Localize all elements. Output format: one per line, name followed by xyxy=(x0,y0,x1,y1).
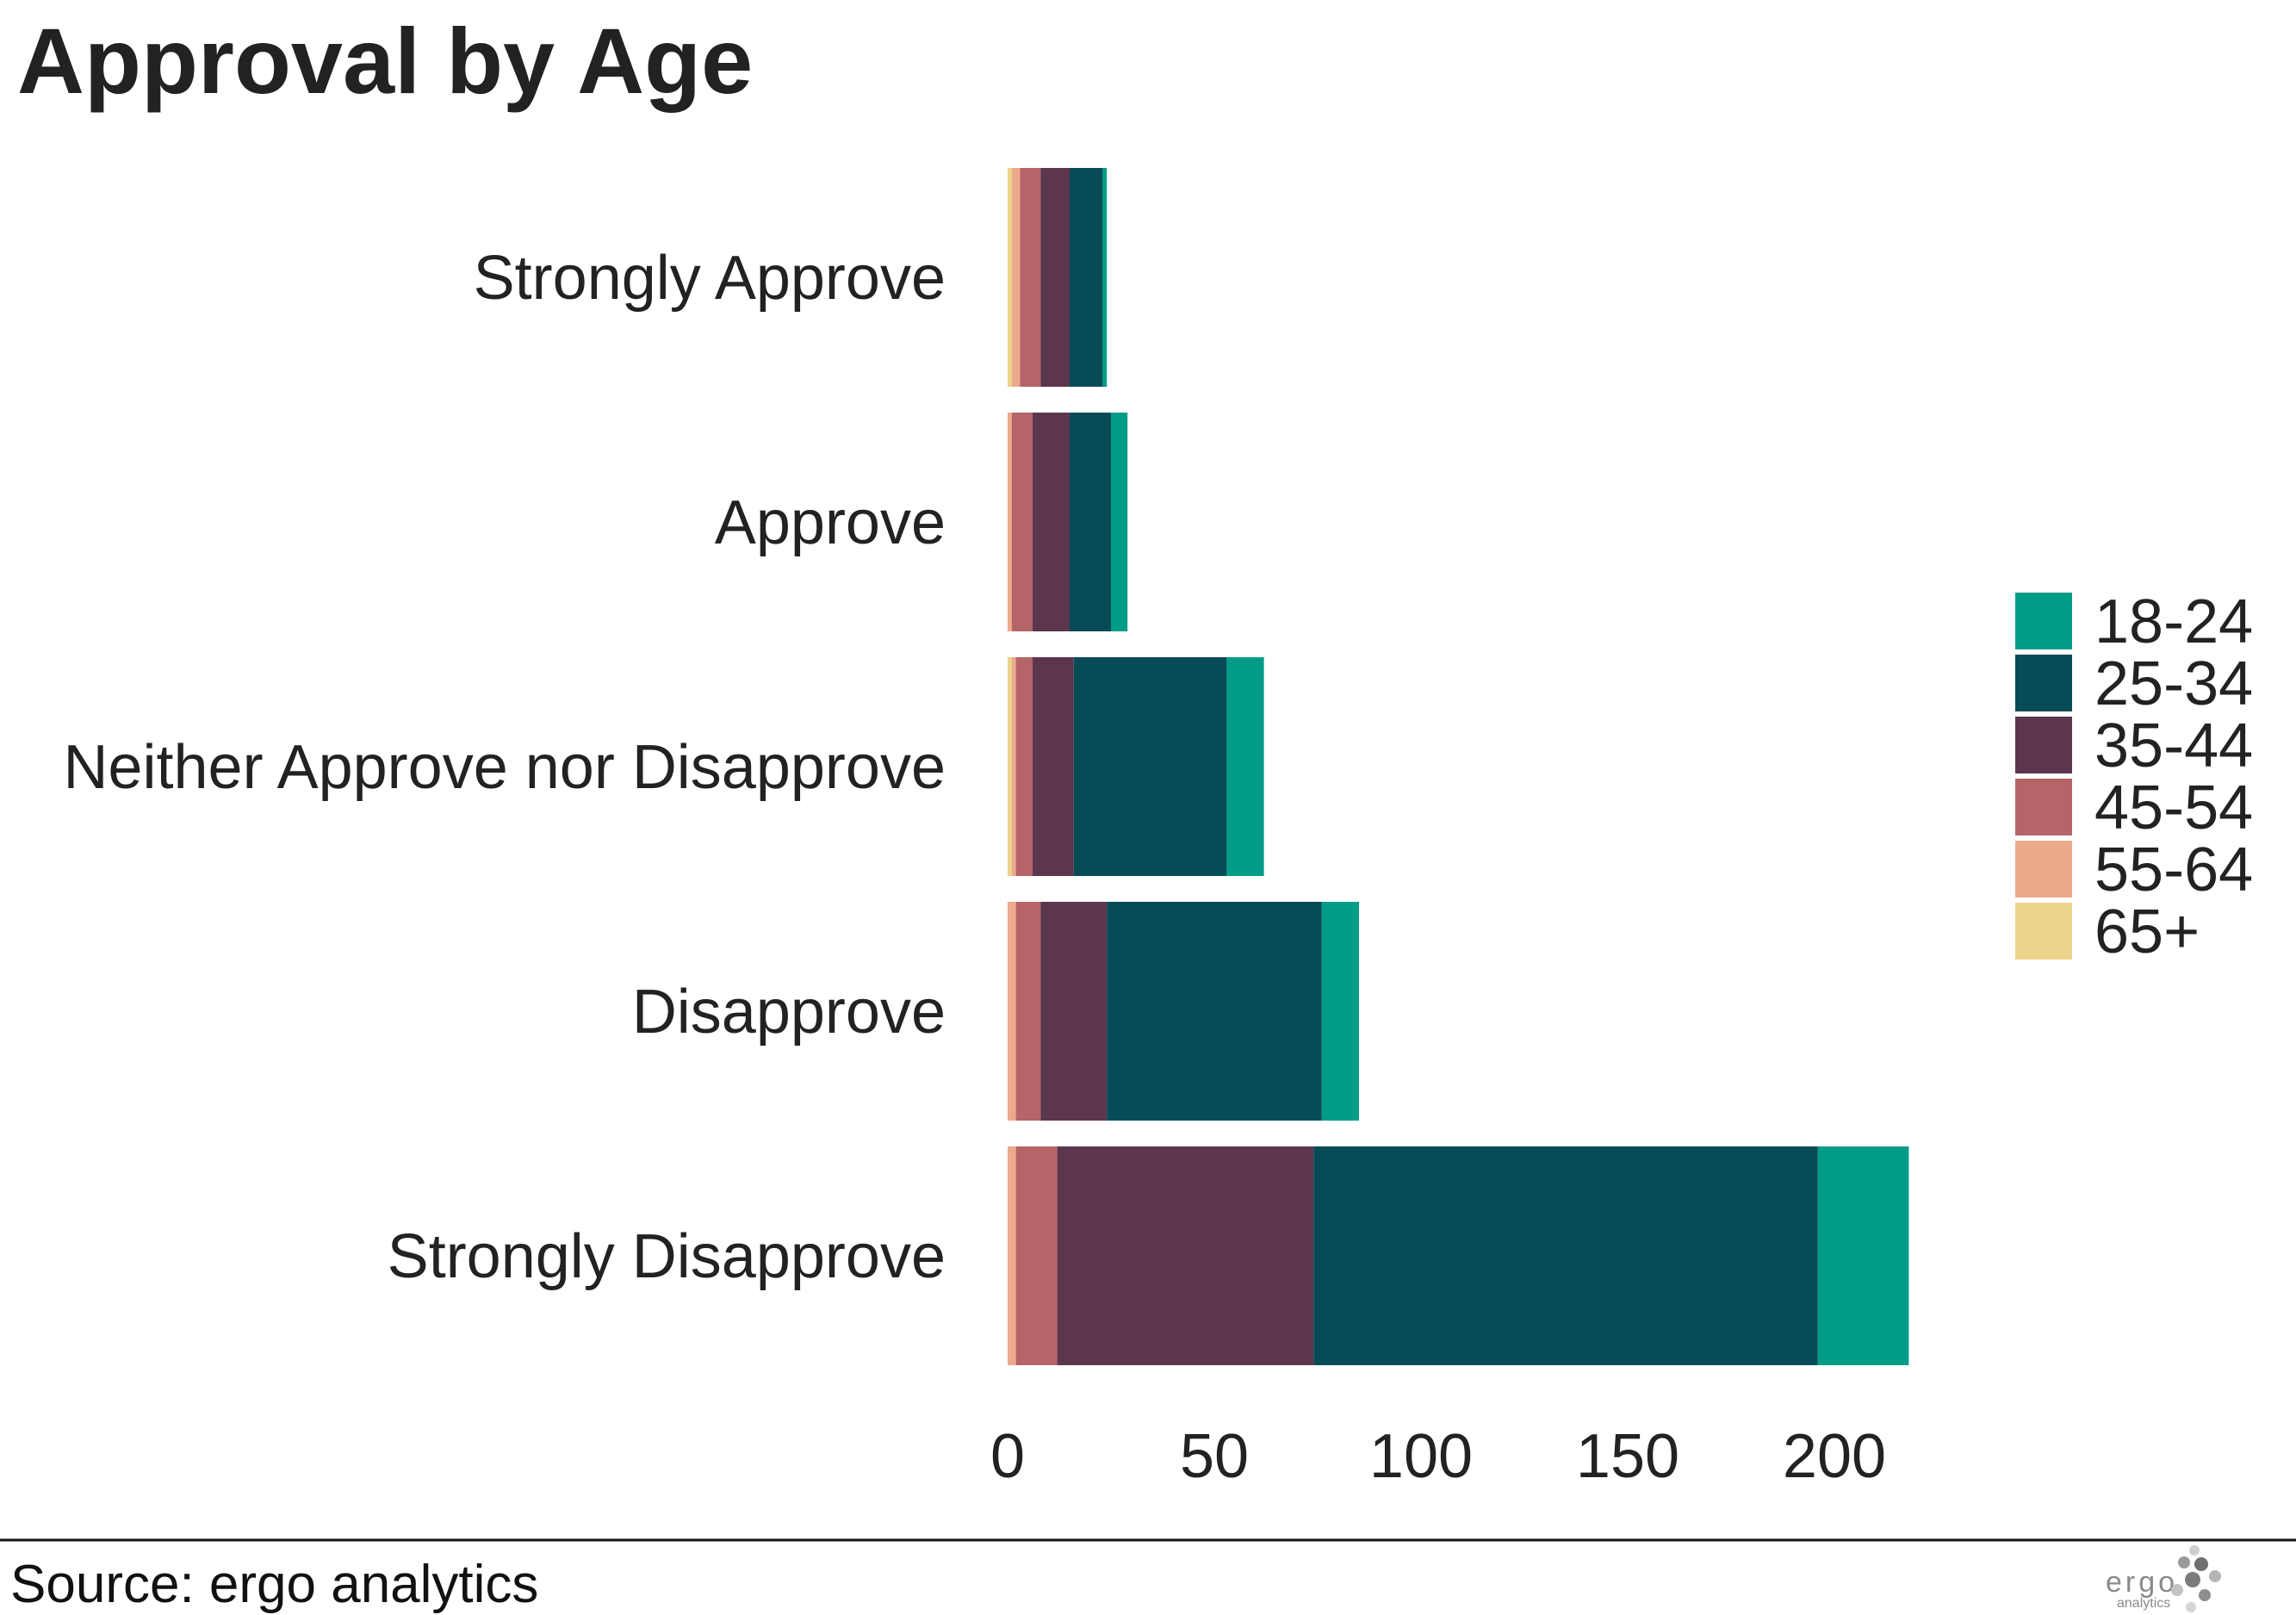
logo-dot xyxy=(2209,1570,2221,1582)
x-tick-label: 50 xyxy=(1180,1422,1249,1491)
bar-segment xyxy=(1011,657,1016,876)
category-label: Strongly Approve xyxy=(474,244,946,313)
legend-swatch xyxy=(2015,717,2072,773)
bar-segment xyxy=(1008,168,1012,387)
bar-segment xyxy=(1073,657,1227,876)
bar-segment xyxy=(1313,1146,1818,1365)
legend-label: 35-44 xyxy=(2094,711,2253,780)
legend-swatch xyxy=(2015,655,2072,711)
chart-title: Approval by Age xyxy=(17,9,753,113)
bar-segment xyxy=(1008,413,1012,631)
bar-segment xyxy=(1011,413,1033,631)
bar-segment xyxy=(1020,168,1041,387)
bar-segment xyxy=(1226,657,1264,876)
legend-swatch xyxy=(2015,903,2072,960)
legend-label: 25-34 xyxy=(2094,649,2253,718)
bar-segment xyxy=(1107,902,1322,1121)
logo-dot xyxy=(2178,1556,2190,1568)
x-tick-label: 150 xyxy=(1576,1422,1679,1491)
logo-dot xyxy=(2189,1545,2200,1556)
bar-segment xyxy=(1102,168,1108,387)
bar-segment xyxy=(1015,657,1033,876)
bar-segment xyxy=(1817,1146,1909,1365)
bar-segment xyxy=(1015,1146,1058,1365)
category-label: Neither Approve nor Disapprove xyxy=(63,733,946,802)
bar-segment xyxy=(1011,168,1021,387)
bar-segment xyxy=(1040,168,1070,387)
category-label: Disapprove xyxy=(632,978,946,1047)
legend-label: 65+ xyxy=(2094,898,2200,966)
legend-label: 45-54 xyxy=(2094,773,2253,842)
bar-segment xyxy=(1321,902,1359,1121)
legend-swatch xyxy=(2015,841,2072,898)
bar-segment xyxy=(1040,902,1108,1121)
x-axis-ticks: 0 50 100 150 200 xyxy=(990,1422,1886,1491)
logo-dot xyxy=(2185,1572,2200,1587)
ergo-logo: ergo analytics xyxy=(2106,1545,2221,1612)
x-tick-label: 200 xyxy=(1783,1422,1886,1491)
logo-subtext: analytics xyxy=(2117,1596,2170,1611)
logo-text: ergo xyxy=(2106,1566,2178,1599)
logo-dot xyxy=(2194,1557,2208,1571)
bar-segment xyxy=(1032,657,1074,876)
bars xyxy=(1008,168,1909,1365)
legend-label: 18-24 xyxy=(2094,587,2253,656)
category-labels: Strongly Approve Approve Neither Approve n… xyxy=(63,244,946,1291)
bar-segment xyxy=(1008,902,1016,1121)
category-label: Approve xyxy=(715,488,946,557)
bar-segment xyxy=(1057,1146,1314,1365)
x-tick-label: 0 xyxy=(990,1422,1025,1491)
legend-swatch xyxy=(2015,779,2072,835)
bar-segment xyxy=(1008,1146,1016,1365)
category-label: Strongly Disapprove xyxy=(388,1222,946,1291)
legend-swatch xyxy=(2015,593,2072,649)
bar-segment xyxy=(1008,657,1012,876)
x-tick-label: 100 xyxy=(1369,1422,1473,1491)
bar-segment xyxy=(1015,902,1041,1121)
logo-dot xyxy=(2199,1589,2211,1601)
logo-dot xyxy=(2171,1584,2183,1596)
source-text: Source: ergo analytics xyxy=(10,1555,538,1614)
bar-segment xyxy=(1111,413,1128,631)
bar-segment xyxy=(1070,168,1103,387)
bar-segment xyxy=(1070,413,1111,631)
legend-label: 55-64 xyxy=(2094,835,2253,904)
logo-dot xyxy=(2186,1602,2196,1612)
bar-segment xyxy=(1032,413,1070,631)
